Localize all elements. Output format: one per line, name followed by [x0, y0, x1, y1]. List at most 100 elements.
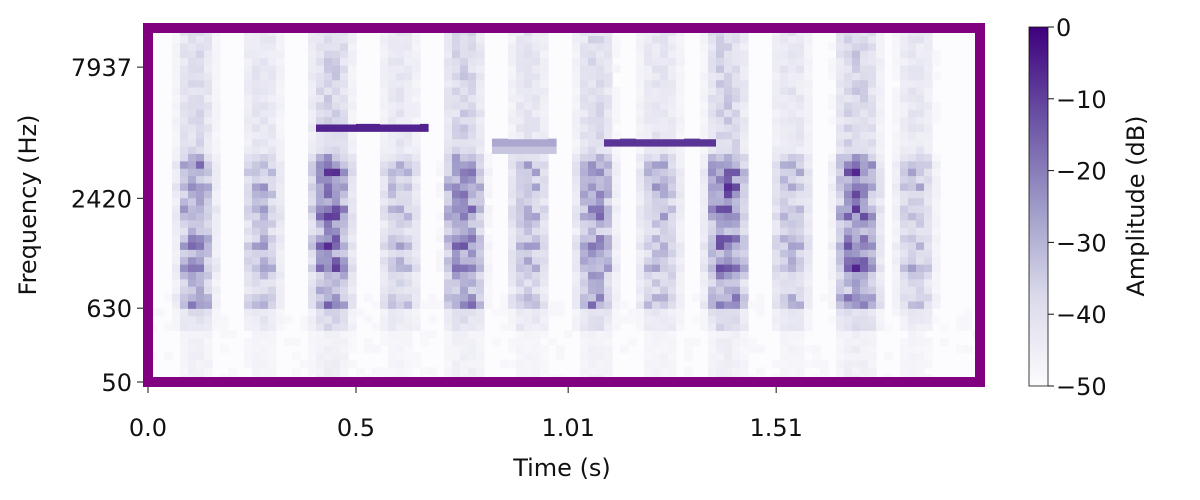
- spectrogram-cell: [732, 87, 741, 95]
- spectrogram-cell: [844, 197, 853, 206]
- spectrogram-cell: [732, 123, 741, 132]
- spectrogram-cell: [588, 50, 597, 59]
- spectrogram-cell: [644, 330, 653, 339]
- spectrogram-cell: [444, 300, 453, 309]
- spectrogram-cell: [796, 64, 805, 73]
- spectrogram-cell: [508, 138, 517, 147]
- spectrogram-cell: [332, 337, 341, 346]
- spectrogram-cell: [668, 42, 677, 51]
- spectrogram-cell: [404, 94, 413, 103]
- spectrogram-cell: [452, 205, 461, 213]
- spectrogram-cell: [332, 241, 341, 250]
- spectrogram-cell: [324, 227, 333, 236]
- spectrogram-cell: [516, 94, 525, 103]
- spectrogram-cell: [724, 359, 733, 368]
- spectrogram-cell: [476, 212, 485, 221]
- spectrogram-cell: [404, 330, 413, 339]
- spectrogram-cell: [180, 264, 189, 272]
- spectrogram-cell: [180, 116, 189, 125]
- spectrogram-cell: [308, 278, 317, 287]
- spectrogram-cell: [572, 87, 581, 95]
- spectrogram-cell: [700, 94, 709, 103]
- spectrogram-cell: [860, 256, 869, 265]
- spectrogram-cell: [924, 286, 933, 295]
- spectrogram-cell: [924, 315, 933, 324]
- spectrogram-cell: [636, 190, 645, 199]
- spectrogram-cell: [844, 57, 853, 66]
- spectrogram-cell: [876, 138, 885, 147]
- spectrogram-cell: [396, 101, 405, 110]
- spectrogram-cell: [452, 286, 461, 295]
- spectrogram-cell: [836, 249, 845, 258]
- spectrogram-cell: [524, 138, 533, 147]
- spectrogram-cell: [788, 359, 797, 368]
- spectrogram-cell: [204, 160, 213, 169]
- spectrogram-cell: [900, 79, 909, 88]
- spectrogram-cell: [452, 153, 461, 162]
- colorbar-label: Amplitude (dB): [1122, 115, 1150, 296]
- spectrogram-cell: [892, 87, 901, 95]
- spectrogram-cell: [916, 286, 925, 295]
- spectrogram-cell: [788, 190, 797, 199]
- spectrogram-cell: [388, 241, 397, 250]
- spectrogram-cell: [660, 146, 669, 154]
- spectrogram-cell: [700, 153, 709, 162]
- spectrogram-cell: [348, 212, 357, 221]
- spectrogram-cell: [484, 241, 493, 250]
- spectrogram-cell: [516, 337, 525, 346]
- spectrogram-cell: [892, 101, 901, 110]
- spectrogram-cell: [716, 190, 725, 199]
- spectrogram-cell: [916, 205, 925, 213]
- spectrogram-cells: [148, 28, 980, 382]
- spectrogram-cell: [924, 94, 933, 103]
- spectrogram-cell: [844, 42, 853, 51]
- spectrogram-cell: [924, 50, 933, 59]
- spectrogram-cell: [196, 300, 205, 309]
- spectrogram-cell: [708, 116, 717, 125]
- spectrogram-cell: [452, 256, 461, 265]
- spectrogram-cell: [588, 35, 597, 44]
- spectrogram-cell: [956, 345, 965, 354]
- spectrogram-cell: [900, 300, 909, 309]
- spectrogram-cell: [772, 72, 781, 81]
- spectrogram-cell: [524, 123, 533, 132]
- spectrogram-cell: [476, 109, 485, 118]
- spectrogram-cell: [188, 175, 197, 184]
- spectrogram-cell: [180, 212, 189, 221]
- spectrogram-cell: [660, 101, 669, 110]
- spectrogram-cell: [444, 264, 453, 272]
- spectrogram-cell: [596, 50, 605, 59]
- spectrogram-cell: [532, 42, 541, 51]
- spectrogram-cell: [388, 345, 397, 354]
- spectrogram-cell: [508, 42, 517, 51]
- spectrogram-cell: [700, 35, 709, 44]
- spectrogram-cell: [708, 168, 717, 177]
- spectrogram-cell: [796, 205, 805, 213]
- spectrogram-cell: [836, 359, 845, 368]
- spectrogram-cell: [756, 345, 765, 354]
- spectrogram-cell: [716, 160, 725, 169]
- spectrogram-cell: [188, 182, 197, 191]
- spectrogram-cell: [244, 57, 253, 66]
- spectrogram-cell: [804, 168, 813, 177]
- spectrogram-cell: [916, 197, 925, 206]
- spectrogram-cell: [476, 94, 485, 103]
- spectrogram-cell: [204, 271, 213, 280]
- spectrogram-cell: [924, 234, 933, 243]
- spectrogram-cell: [180, 35, 189, 44]
- spectrogram-cell: [404, 146, 413, 154]
- spectrogram-cell: [204, 50, 213, 59]
- spectrogram-cell: [596, 227, 605, 236]
- spectrogram-cell: [452, 330, 461, 339]
- y-axis-label: Frequency (Hz): [14, 115, 42, 296]
- spectrogram-cell: [420, 330, 429, 339]
- spectrogram-cell: [860, 286, 869, 295]
- spectrogram-cell: [412, 359, 421, 368]
- spectrogram-cell: [380, 153, 389, 162]
- spectrogram-cell: [244, 35, 253, 44]
- spectrogram-cell: [908, 278, 917, 287]
- spectrogram-cell: [404, 300, 413, 309]
- spectrogram-cell: [388, 234, 397, 243]
- spectrogram-cell: [460, 94, 469, 103]
- spectrogram-cell: [788, 197, 797, 206]
